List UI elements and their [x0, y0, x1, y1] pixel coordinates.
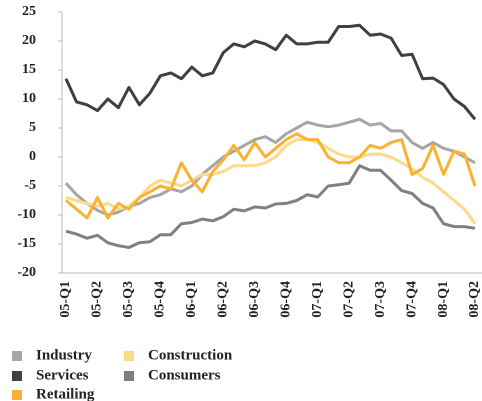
x-tick-label: 05-Q4: [153, 281, 168, 318]
x-tick-label: 06-Q4: [278, 281, 293, 318]
legend-swatch: [12, 390, 22, 400]
y-tick-label: 0: [29, 149, 36, 164]
y-tick-label: 20: [22, 33, 36, 48]
legend-label: Construction: [148, 347, 233, 363]
series-line: [65, 164, 476, 249]
y-tick-label: 15: [22, 62, 36, 77]
x-tick-label: 08-Q1: [436, 281, 451, 318]
y-tick-label: -10: [17, 207, 36, 222]
series-line: [64, 117, 476, 217]
series-line: [65, 132, 477, 220]
legend-swatch: [12, 371, 22, 381]
x-tick-label: 07-Q4: [404, 281, 419, 318]
x-tick-label: 07-Q3: [373, 281, 388, 318]
y-tick-label: -5: [24, 178, 36, 193]
legend-swatch: [12, 351, 22, 361]
x-tick-label: 06-Q2: [216, 281, 231, 318]
legend-swatch: [124, 371, 134, 381]
y-tick-label: -15: [17, 236, 36, 251]
legend-label: Retailing: [36, 386, 95, 401]
x-tick-label: 05-Q2: [90, 281, 105, 318]
legend-swatch: [124, 351, 134, 361]
series-line: [64, 23, 477, 121]
x-tick-label: 05-Q3: [121, 281, 136, 318]
y-tick-label: 10: [22, 91, 36, 106]
x-tick-label: 08-Q2: [467, 281, 482, 318]
x-tick-label: 07-Q1: [310, 281, 325, 318]
y-tick-label: 5: [29, 120, 36, 135]
x-tick-label: 07-Q2: [341, 281, 356, 318]
legend-label: Services: [36, 367, 89, 383]
y-tick-label: -20: [17, 265, 36, 280]
legend-label: Industry: [36, 347, 92, 363]
x-tick-label: 06-Q1: [184, 281, 199, 318]
y-tick-label: 25: [22, 4, 36, 19]
x-tick-label: 06-Q3: [247, 281, 262, 318]
legend-label: Consumers: [148, 367, 221, 383]
x-tick-label: 05-Q1: [58, 281, 73, 318]
